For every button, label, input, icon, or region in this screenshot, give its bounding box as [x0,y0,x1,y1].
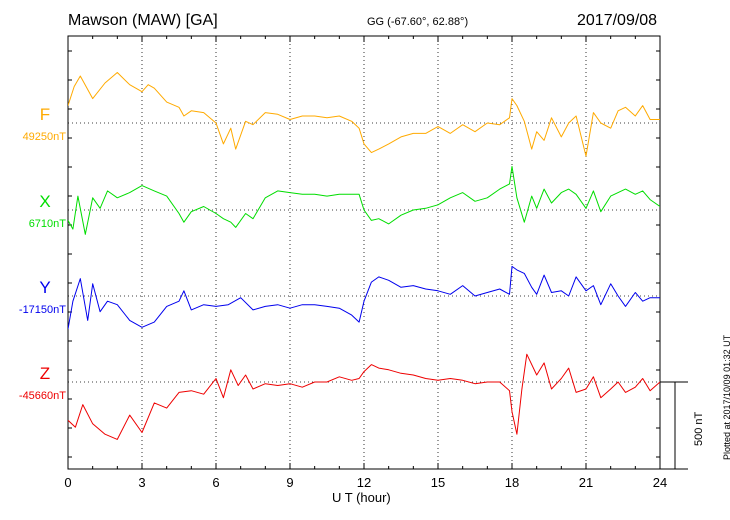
x-tick-label: 3 [138,475,145,490]
x-axis-title: U T (hour) [332,490,391,505]
series-line-y [68,265,660,330]
x-tick-label: 6 [212,475,219,490]
series-baseline-f: 49250nT [23,131,67,143]
chart-date: 2017/09/08 [577,12,658,29]
scale-bar-label: 500 nT [693,411,705,446]
series-name-f: F [40,105,50,124]
series-name-y: Y [39,278,50,297]
series-line-z [68,353,660,440]
x-tick-label: 12 [357,475,371,490]
series-line-x [68,166,660,235]
x-tick-label: 9 [286,475,293,490]
x-tick-label: 18 [505,475,519,490]
series-baseline-y: -17150nT [19,304,66,316]
x-tick-label: 0 [64,475,71,490]
series-line-f [68,72,660,157]
plotted-timestamp: Plotted at 2017/10/09 01:32 UT [722,334,730,460]
series-name-z: Z [40,364,50,383]
series-baseline-x: 6710nT [29,218,67,230]
series-name-x: X [39,192,50,211]
x-tick-label: 15 [431,475,445,490]
station-title: Mawson (MAW) [GA] [68,12,218,29]
series-baseline-z: -45660nT [19,390,66,402]
x-tick-label: 24 [653,475,667,490]
station-coordinates: GG (-67.60°, 62.88°) [367,16,469,28]
x-tick-label: 21 [579,475,593,490]
